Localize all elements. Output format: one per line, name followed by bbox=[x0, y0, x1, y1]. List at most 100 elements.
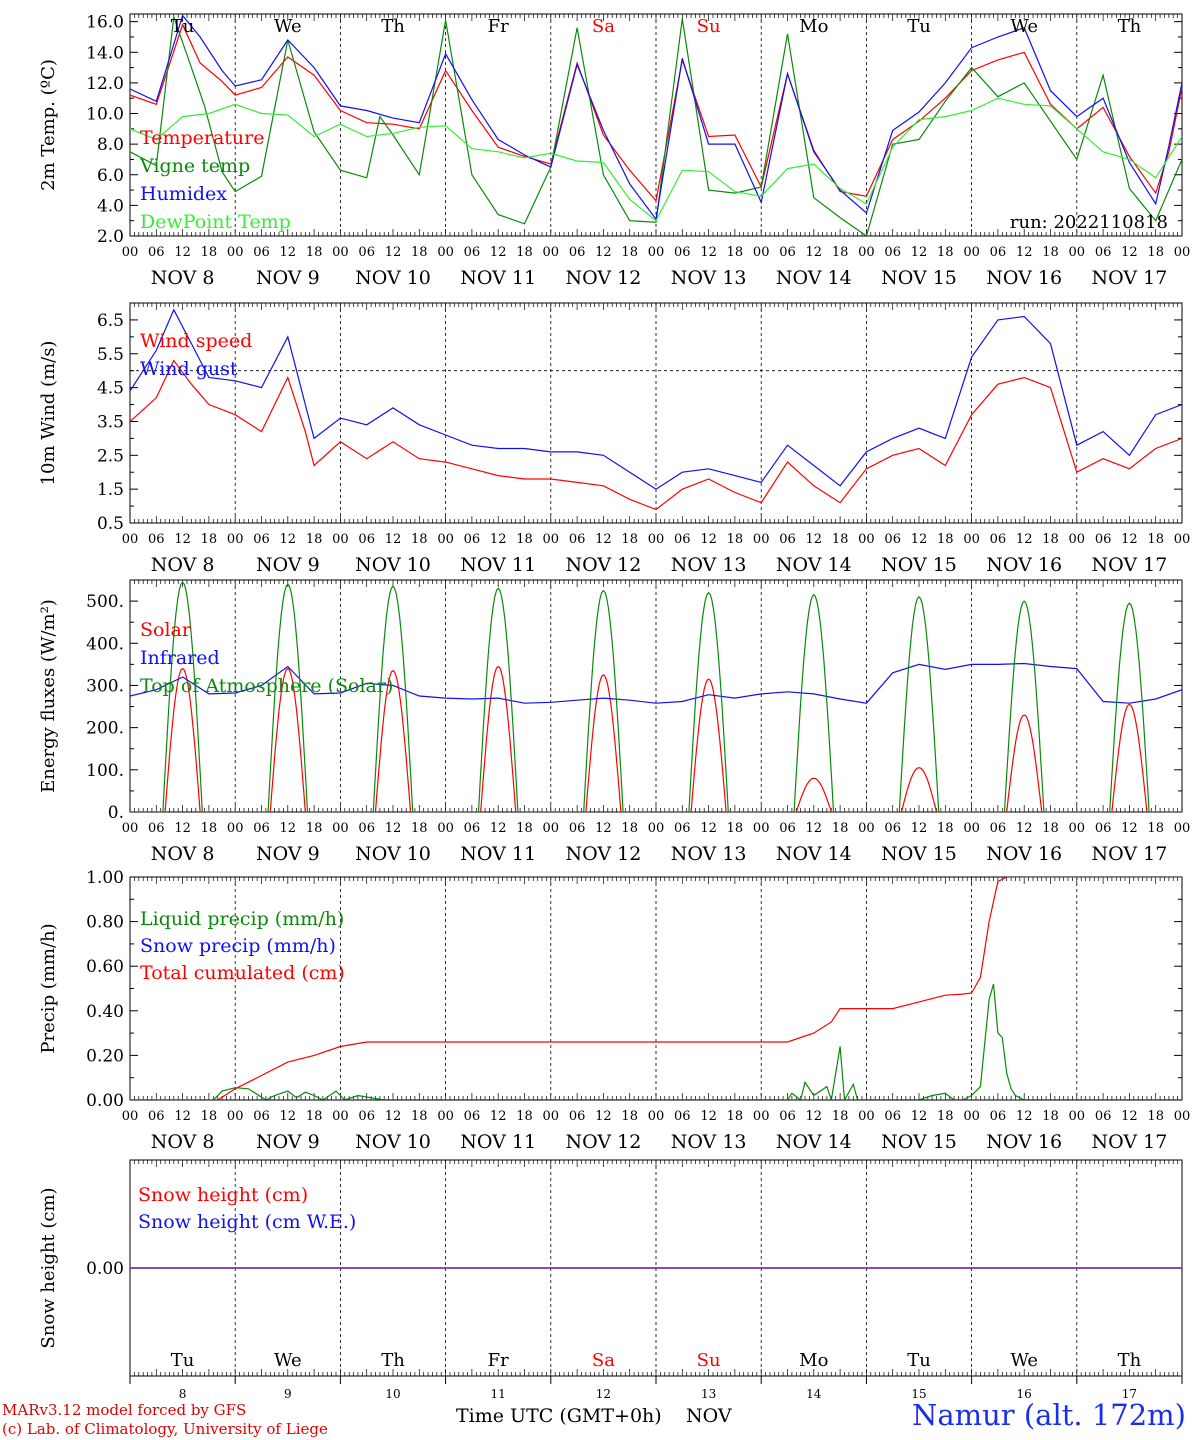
temperature-date-label: NOV 16 bbox=[986, 267, 1062, 289]
energy-hour-label: 00 bbox=[858, 821, 875, 836]
energy-hour-label: 18 bbox=[1042, 821, 1059, 836]
wind-hour-label: 12 bbox=[595, 532, 612, 547]
temp-day-name: We bbox=[1010, 16, 1038, 37]
energy-hour-label: 06 bbox=[779, 821, 796, 836]
temp-day-name: We bbox=[274, 16, 302, 37]
precip-hour-label: 00 bbox=[332, 1109, 349, 1124]
wind-y-axis-title: 10m Wind (m/s) bbox=[38, 341, 59, 486]
energy-y-tick-label: 0. bbox=[108, 803, 124, 823]
temperature-legend-temperature: Temperature bbox=[140, 127, 264, 149]
precip-y-tick-label: 1.00 bbox=[86, 868, 124, 888]
temperature-hour-label: 12 bbox=[1016, 245, 1033, 260]
temperature-x-ticks bbox=[129, 14, 1183, 236]
credit-line-model: MARv3.12 model forced by GFS bbox=[2, 1401, 247, 1419]
energy-hour-label: 00 bbox=[227, 821, 244, 836]
precip-hour-label: 06 bbox=[1095, 1109, 1112, 1124]
energy-hour-label: 06 bbox=[148, 821, 165, 836]
precip-hour-label: 12 bbox=[595, 1109, 612, 1124]
wind-hour-label: 00 bbox=[543, 532, 560, 547]
energy-date-label: NOV 15 bbox=[881, 843, 957, 865]
energy-series-group bbox=[130, 581, 1182, 812]
precip-hour-label: 00 bbox=[227, 1109, 244, 1124]
temperature-hour-label: 00 bbox=[122, 245, 139, 260]
wind-date-label: NOV 13 bbox=[671, 554, 747, 576]
precip-hour-label: 12 bbox=[1016, 1109, 1033, 1124]
wind-hour-label: 18 bbox=[832, 532, 849, 547]
energy-hour-label: 18 bbox=[516, 821, 533, 836]
snow-day-name: Th bbox=[381, 1350, 405, 1371]
precip-y-tick-label: 0.60 bbox=[86, 957, 124, 977]
temperature-y-tick-label: 10.0 bbox=[86, 105, 124, 125]
x-axis-month: NOV bbox=[686, 1405, 732, 1427]
wind-legend-wind-gust: Wind gust bbox=[140, 358, 238, 380]
temperature-hour-label: 06 bbox=[569, 245, 586, 260]
energy-hour-label: 18 bbox=[621, 821, 638, 836]
snow-day-number: 14 bbox=[806, 1387, 822, 1401]
energy-hour-label: 12 bbox=[490, 821, 507, 836]
temperature-hour-label: 06 bbox=[358, 245, 375, 260]
precip-hour-label: 00 bbox=[1174, 1109, 1191, 1124]
temperature-y-tick-label: 2.0 bbox=[97, 227, 124, 247]
snow-panel bbox=[129, 1159, 1183, 1384]
energy-hour-label: 00 bbox=[963, 821, 980, 836]
precip-date-label: NOV 12 bbox=[565, 1131, 641, 1153]
energy-y-tick-label: 200. bbox=[86, 719, 124, 739]
energy-hour-label: 18 bbox=[832, 821, 849, 836]
precip-hour-label: 00 bbox=[648, 1109, 665, 1124]
snow-day-number: 10 bbox=[385, 1387, 400, 1401]
energy-hour-label: 06 bbox=[1095, 821, 1112, 836]
wind-hour-label: 00 bbox=[227, 532, 244, 547]
energy-hour-label: 06 bbox=[464, 821, 481, 836]
temperature-hour-label: 12 bbox=[174, 245, 191, 260]
energy-hour-label: 12 bbox=[174, 821, 191, 836]
temperature-hour-label: 00 bbox=[543, 245, 560, 260]
snow-day-name: Tu bbox=[171, 1350, 195, 1371]
temperature-hour-label: 00 bbox=[332, 245, 349, 260]
wind-series-wind-speed bbox=[130, 359, 1182, 511]
precip-hour-label: 18 bbox=[937, 1109, 954, 1124]
wind-hour-label: 00 bbox=[963, 532, 980, 547]
energy-hour-label: 06 bbox=[884, 821, 901, 836]
precip-hour-label: 06 bbox=[148, 1109, 165, 1124]
snow-day-name: Sa bbox=[592, 1350, 615, 1371]
energy-hour-label: 18 bbox=[306, 821, 323, 836]
wind-date-label: NOV 10 bbox=[355, 554, 431, 576]
temperature-hour-label: 06 bbox=[884, 245, 901, 260]
snow-day-name: We bbox=[274, 1350, 302, 1371]
precip-hour-label: 06 bbox=[990, 1109, 1007, 1124]
precip-hour-label: 18 bbox=[411, 1109, 428, 1124]
energy-date-label: NOV 16 bbox=[986, 843, 1062, 865]
wind-hour-label: 12 bbox=[385, 532, 402, 547]
temperature-hour-label: 12 bbox=[700, 245, 717, 260]
temperature-date-label: NOV 14 bbox=[776, 267, 852, 289]
precip-hour-label: 06 bbox=[253, 1109, 270, 1124]
temperature-hour-label: 06 bbox=[148, 245, 165, 260]
wind-y-tick-label: 5.5 bbox=[97, 345, 124, 365]
precip-series-group bbox=[130, 877, 1182, 1100]
energy-hour-label: 12 bbox=[280, 821, 297, 836]
precip-y-axis-title: Precip (mm/h) bbox=[38, 923, 59, 1053]
wind-hour-label: 18 bbox=[621, 532, 638, 547]
wind-y-tick-label: 2.5 bbox=[97, 446, 124, 466]
wind-hour-label: 00 bbox=[332, 532, 349, 547]
precip-date-label: NOV 13 bbox=[671, 1131, 747, 1153]
wind-y-tick-label: 0.5 bbox=[97, 514, 124, 534]
precip-hour-label: 06 bbox=[464, 1109, 481, 1124]
temp-day-name: Th bbox=[1118, 16, 1142, 37]
snow-day-name: Mo bbox=[799, 1350, 828, 1371]
wind-hour-label: 06 bbox=[358, 532, 375, 547]
wind-hour-label: 18 bbox=[727, 532, 744, 547]
temperature-hour-label: 18 bbox=[832, 245, 849, 260]
energy-hour-label: 00 bbox=[122, 821, 139, 836]
wind-hour-label: 00 bbox=[1069, 532, 1086, 547]
precip-hour-label: 12 bbox=[1121, 1109, 1138, 1124]
temperature-hour-label: 12 bbox=[280, 245, 297, 260]
snow-day-number: 17 bbox=[1122, 1387, 1137, 1401]
precip-hour-label: 00 bbox=[543, 1109, 560, 1124]
wind-date-label: NOV 9 bbox=[256, 554, 320, 576]
precip-hour-label: 06 bbox=[569, 1109, 586, 1124]
precip-y-tick-label: 0.40 bbox=[86, 1002, 124, 1022]
wind-y-tick-label: 4.5 bbox=[97, 379, 124, 399]
temperature-hour-label: 06 bbox=[990, 245, 1007, 260]
